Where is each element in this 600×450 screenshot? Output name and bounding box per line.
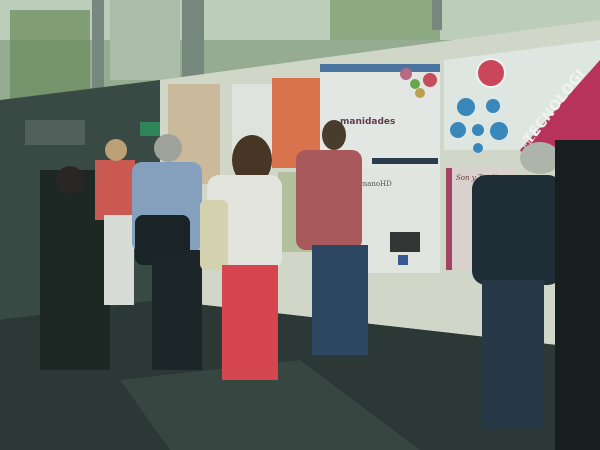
person-cap bbox=[472, 142, 562, 430]
person-right-edge bbox=[555, 140, 600, 450]
person-plaid-shirt bbox=[296, 120, 368, 355]
floor-tile bbox=[120, 360, 420, 450]
person-red-pants bbox=[200, 135, 282, 380]
exit-sign bbox=[140, 122, 160, 136]
window-mullion bbox=[432, 0, 442, 30]
column bbox=[182, 0, 204, 80]
window-mullion bbox=[92, 0, 104, 90]
poster-title-humanidades: manidades bbox=[340, 117, 395, 127]
window-pane bbox=[110, 0, 180, 80]
poster-header bbox=[320, 64, 440, 72]
person-gray-hair bbox=[132, 134, 202, 370]
poster-title-humanohd: umanoHD bbox=[356, 180, 392, 188]
person-left-group bbox=[40, 139, 135, 370]
tree bbox=[10, 10, 90, 100]
sign bbox=[25, 120, 85, 145]
tree bbox=[330, 0, 440, 40]
